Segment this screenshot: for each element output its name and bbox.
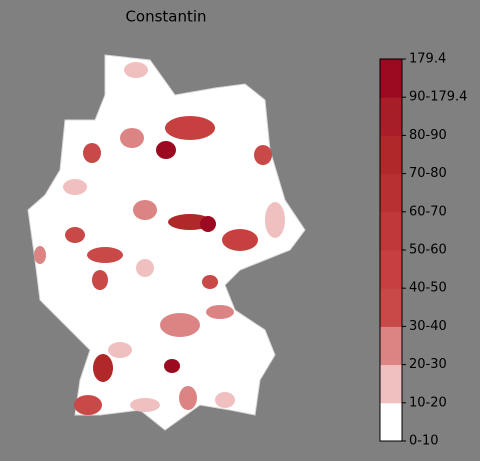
colorbar-tick-label: 40-50: [409, 281, 447, 296]
region: [222, 229, 258, 251]
region: [65, 227, 85, 243]
region: [160, 313, 200, 337]
colorbar-band: [380, 250, 402, 289]
colorbar-band: [380, 326, 402, 366]
colorbar-band: [380, 288, 402, 327]
region: [200, 216, 216, 232]
colorbar-band: [380, 97, 402, 136]
colorbar-band: [380, 59, 402, 98]
colorbar-tick-label: 60-70: [409, 204, 447, 219]
colorbar-band: [380, 211, 402, 251]
colorbar: 0-10 10-20 20-30 30-40 40-50 50-60 60-70 70-80 8…: [379, 52, 467, 449]
colorbar-band: [380, 364, 402, 404]
colorbar-tick-label: 30-40: [409, 319, 447, 334]
region-patches: [34, 62, 285, 415]
region: [87, 247, 123, 263]
region: [164, 359, 180, 373]
colorbar-band: [380, 173, 402, 213]
region: [202, 275, 218, 289]
region: [265, 202, 285, 238]
region: [206, 305, 234, 319]
region: [120, 128, 144, 148]
region: [63, 179, 87, 195]
region: [215, 392, 235, 408]
colorbar-tick-label: 10-20: [409, 395, 447, 410]
colorbar-tick-label: 20-30: [409, 357, 447, 372]
colorbar-band: [380, 402, 402, 442]
region: [83, 143, 101, 163]
colorbar-tick-label: 80-90: [409, 128, 447, 143]
region: [133, 200, 157, 220]
colorbar-band: [380, 135, 402, 175]
region: [34, 246, 46, 264]
region: [179, 386, 197, 410]
colorbar-tick-label: 50-60: [409, 243, 447, 258]
colorbar-tick-label: 70-80: [409, 166, 447, 181]
colorbar-tick-label: 179.4: [409, 52, 446, 67]
germany-map: [27, 54, 306, 431]
region: [93, 354, 113, 382]
region: [156, 141, 176, 159]
region: [92, 270, 108, 290]
region: [124, 62, 148, 78]
region: [74, 395, 102, 415]
region: [130, 398, 160, 412]
region: [254, 145, 272, 165]
colorbar-tick-label: 90-179.4: [409, 90, 467, 105]
region: [108, 342, 132, 358]
colorbar-tick-label: 0-10: [409, 434, 439, 449]
region: [136, 259, 154, 277]
map-title: Constantin: [125, 8, 206, 26]
region: [165, 116, 215, 140]
